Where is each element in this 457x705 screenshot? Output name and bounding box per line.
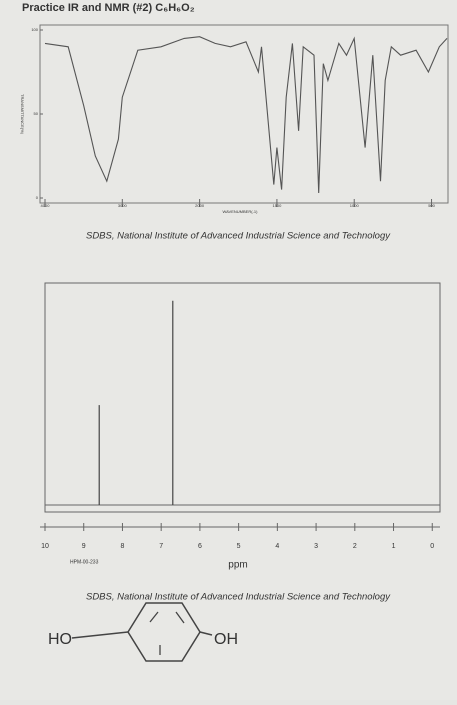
bond	[199, 631, 213, 636]
ir-y-label: TRANSMITTANCE(%)	[20, 94, 25, 135]
x-tick-label: 1500	[272, 203, 282, 208]
bond	[71, 631, 129, 639]
nmr-code: HPM-00-233	[70, 559, 99, 565]
x-tick-label: 5	[237, 543, 241, 550]
y-tick-label: 50	[34, 111, 39, 116]
x-tick-label: 2	[353, 543, 357, 550]
nmr-caption: SDBS, National Institute of Advanced Ind…	[86, 592, 391, 603]
ir-caption: SDBS, National Institute of Advanced Ind…	[86, 231, 391, 242]
molecule-left: HO	[48, 631, 72, 648]
x-tick-label: 4	[275, 543, 279, 550]
x-tick-label: 9	[82, 543, 86, 550]
x-tick-label: 500	[428, 203, 435, 208]
double-bond	[149, 611, 159, 623]
x-tick-label: 8	[120, 543, 124, 550]
x-tick-label: 4000	[41, 203, 51, 208]
x-tick-label: 7	[159, 543, 163, 550]
double-bond	[175, 611, 185, 624]
x-tick-label: 6	[198, 543, 202, 550]
x-tick-label: 10	[41, 543, 49, 550]
x-tick-label: 0	[430, 543, 434, 550]
x-tick-label: 3	[314, 543, 318, 550]
page-title: Practice IR and NMR (#2) C₆H₆O₂	[22, 2, 195, 14]
x-tick-label: 3000	[118, 203, 128, 208]
y-tick-label: 100	[31, 27, 38, 32]
y-tick-label: 0	[36, 195, 39, 200]
ir-x-label: WAVENUMBER(-1)	[223, 209, 259, 214]
ir-spectrum	[44, 36, 448, 194]
x-tick-label: 2000	[195, 203, 205, 208]
x-tick-label: 1000	[350, 203, 360, 208]
nmr-x-label: ppm	[228, 560, 247, 571]
nmr-frame	[44, 282, 441, 513]
x-tick-label: 1	[392, 543, 396, 550]
molecule-right: OH	[214, 631, 238, 648]
